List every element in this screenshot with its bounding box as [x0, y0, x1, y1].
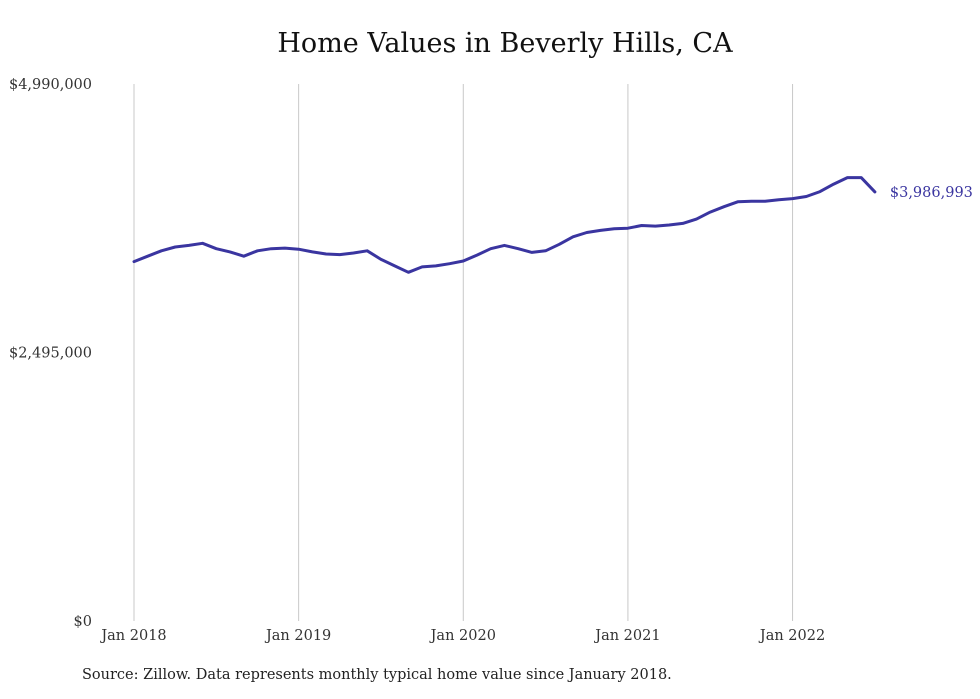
grid-lines	[133, 84, 794, 621]
x-axis: Jan 2018 Jan 2019 Jan 2020 Jan 2021 Jan 2022	[99, 628, 825, 644]
chart-title: Home Values in Beverly Hills, CA	[277, 28, 733, 59]
y-tick-label: $4,990,000	[9, 77, 92, 93]
x-tick-label: Jan 2018	[99, 628, 166, 644]
x-tick-label: Jan 2022	[758, 628, 825, 644]
y-axis: $0 $2,495,000 $4,990,000	[9, 77, 92, 630]
data-labels: $3,986,993	[890, 185, 973, 201]
y-tick-label: $2,495,000	[9, 346, 92, 362]
series-line-0	[132, 176, 877, 274]
y-tick-label: $0	[74, 614, 92, 630]
x-tick-label: Jan 2019	[264, 628, 331, 644]
series-layer	[132, 176, 877, 274]
x-tick-label: Jan 2020	[429, 628, 496, 644]
end-value-label: $3,986,993	[890, 185, 973, 201]
source-note: Source: Zillow. Data represents monthly …	[82, 667, 672, 683]
x-tick-label: Jan 2021	[593, 628, 660, 644]
